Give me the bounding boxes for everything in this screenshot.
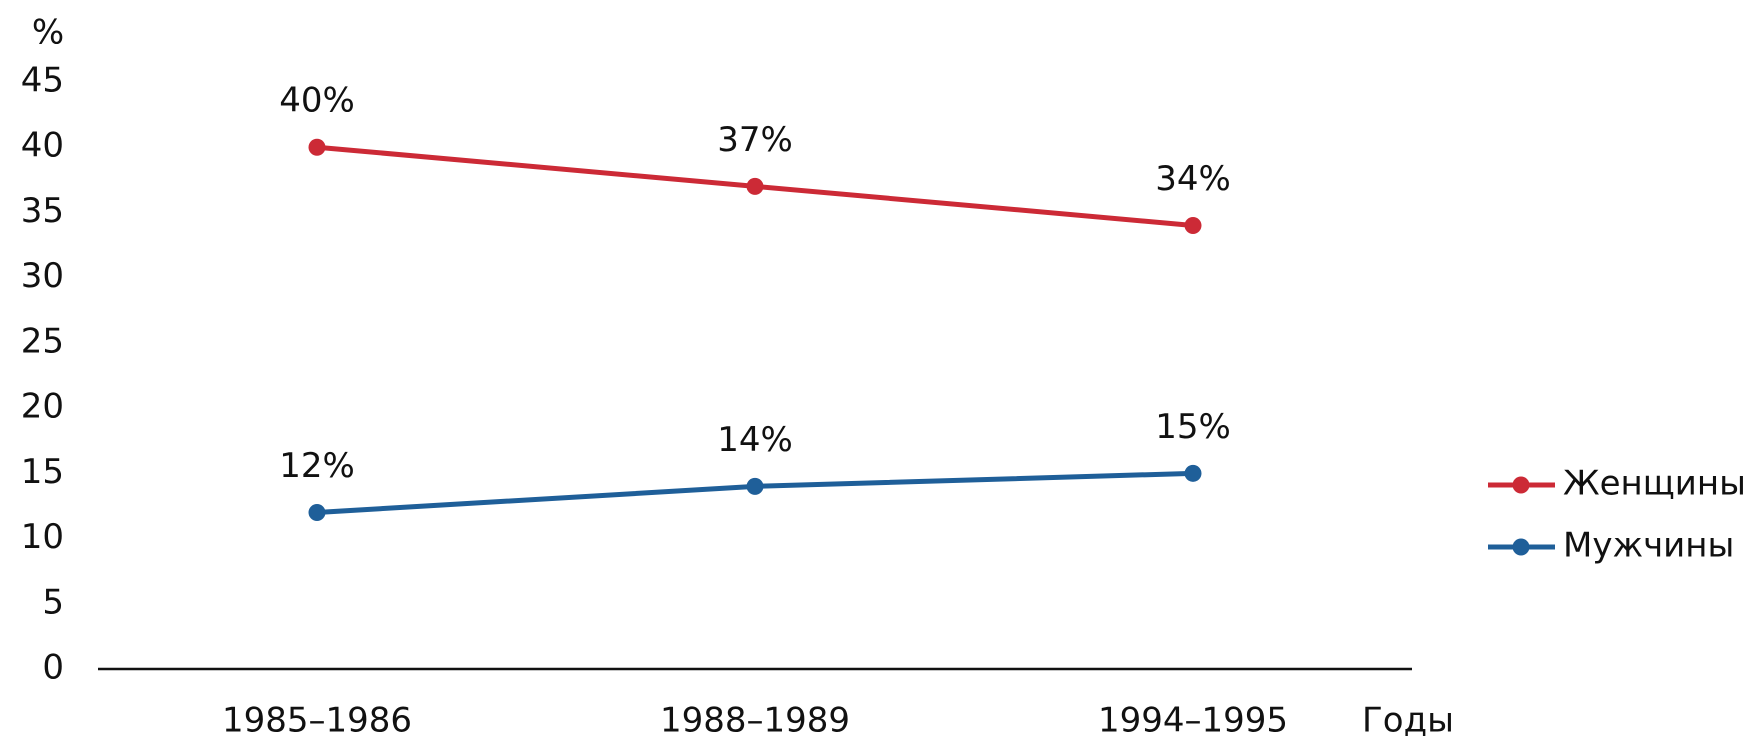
- data-label: 34%: [1155, 159, 1231, 199]
- y-tick-label: 20: [21, 387, 64, 427]
- point: [1184, 464, 1202, 482]
- y-tick-label: 35: [21, 191, 64, 231]
- legend-label: Женщины: [1563, 464, 1746, 504]
- point: [308, 503, 326, 521]
- x-axis-title: Годы: [1362, 701, 1454, 741]
- data-label: 14%: [717, 420, 793, 460]
- y-tick-label: 5: [42, 582, 64, 622]
- y-axis-title: %: [32, 13, 64, 53]
- x-tick-label: 1994–1995: [1098, 701, 1288, 741]
- y-tick-label: 15: [21, 452, 64, 492]
- y-tick-label: 45: [21, 61, 64, 101]
- x-tick-label: 1985–1986: [222, 701, 412, 741]
- data-label: 37%: [717, 120, 793, 160]
- point: [1184, 216, 1202, 234]
- y-tick-label: 25: [21, 321, 64, 361]
- point: [308, 138, 326, 156]
- point: [746, 477, 764, 495]
- data-label: 12%: [279, 446, 355, 486]
- x-tick-label: 1988–1989: [660, 701, 850, 741]
- legend-marker: [1512, 476, 1530, 494]
- data-label: 15%: [1155, 407, 1231, 447]
- legend-marker: [1512, 538, 1530, 556]
- y-tick-label: 30: [21, 256, 64, 296]
- legend-label: Мужчины: [1563, 526, 1734, 566]
- point: [746, 177, 764, 195]
- y-tick-label: 0: [42, 648, 64, 688]
- data-label: 40%: [279, 81, 355, 121]
- y-tick-label: 40: [21, 126, 64, 166]
- y-tick-label: 10: [21, 517, 64, 557]
